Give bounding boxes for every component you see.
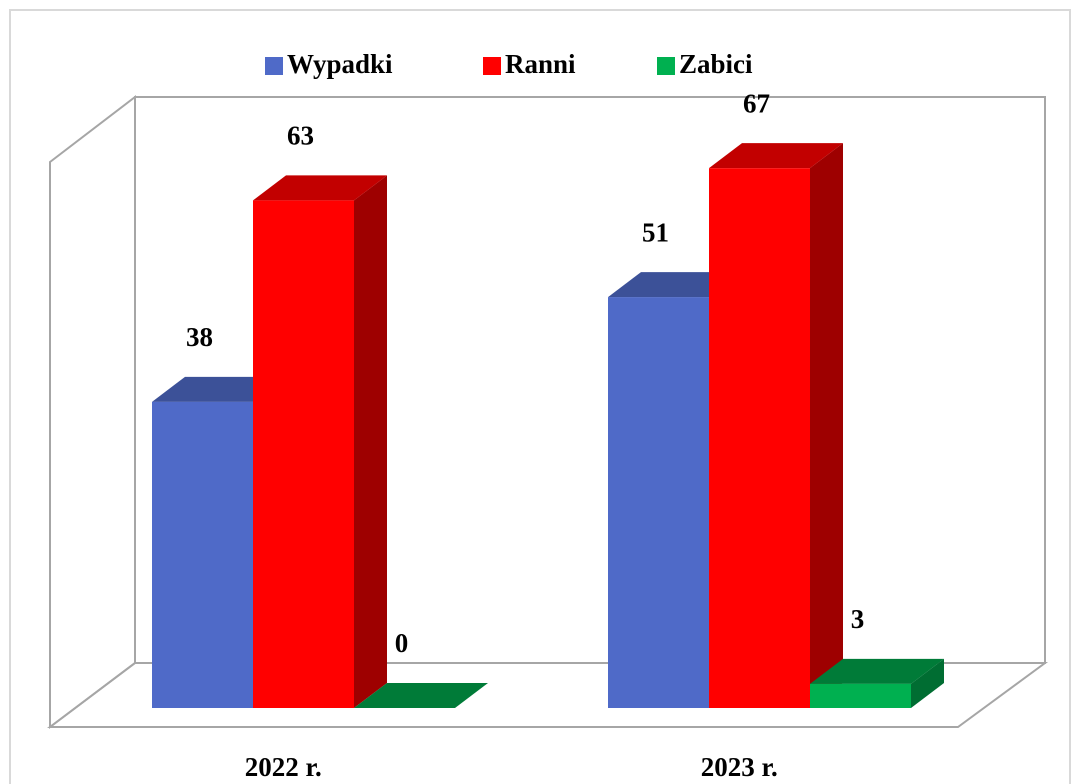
bar	[810, 683, 911, 708]
x-tick-label: 2023 r.	[701, 752, 778, 782]
data-label: 3	[851, 604, 865, 634]
legend-label: Wypadki	[287, 49, 393, 79]
legend-label: Ranni	[505, 49, 576, 79]
floor	[47, 662, 1049, 728]
bar-side	[810, 143, 843, 708]
bar	[608, 297, 709, 708]
bar-top	[810, 658, 944, 684]
bar-top	[608, 272, 742, 298]
bar-side	[354, 175, 387, 708]
x-tick-label: 2022 r.	[245, 752, 322, 782]
walls	[47, 94, 1049, 730]
bar-side	[911, 658, 944, 708]
data-label: 0	[395, 628, 409, 658]
bar-top	[354, 683, 488, 708]
data-label: 51	[642, 217, 669, 247]
data-label: 67	[743, 88, 770, 118]
data-label: 63	[287, 121, 314, 151]
legend-swatch	[483, 57, 501, 75]
bar-top	[709, 143, 843, 169]
bar-top	[253, 175, 387, 201]
bar	[253, 200, 354, 708]
legend-swatch	[657, 57, 675, 75]
bar	[709, 168, 810, 708]
legend-label: Zabici	[679, 49, 753, 79]
bar-top	[152, 376, 286, 402]
bar	[152, 401, 253, 708]
data-label: 38	[186, 322, 213, 352]
legend-swatch	[265, 57, 283, 75]
